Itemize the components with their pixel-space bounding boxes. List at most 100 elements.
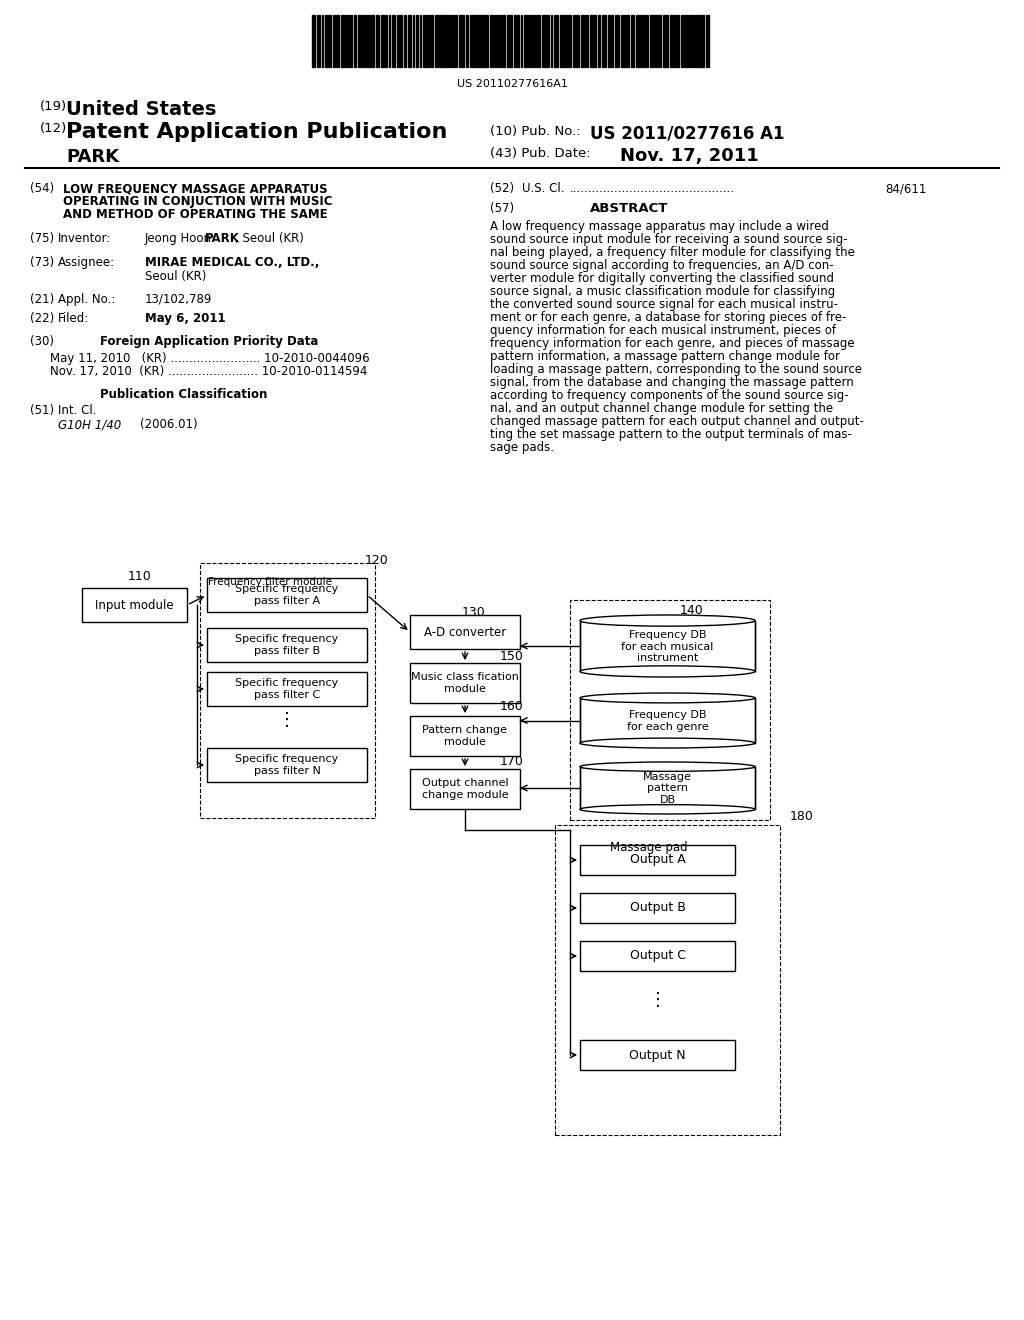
Bar bbox=[416, 15, 418, 67]
Text: A-D converter: A-D converter bbox=[424, 626, 506, 639]
Bar bbox=[490, 15, 492, 67]
Bar bbox=[563, 15, 566, 67]
Bar bbox=[544, 15, 547, 67]
Text: (51): (51) bbox=[30, 404, 54, 417]
Bar bbox=[517, 15, 519, 67]
Bar bbox=[354, 15, 356, 67]
Text: frequency information for each genre, and pieces of massage: frequency information for each genre, an… bbox=[490, 337, 855, 350]
Ellipse shape bbox=[580, 738, 755, 748]
Bar bbox=[627, 15, 629, 67]
Bar bbox=[410, 615, 520, 649]
Ellipse shape bbox=[580, 805, 755, 814]
Text: May 11, 2010   (KR) ........................ 10-2010-0044096: May 11, 2010 (KR) ......................… bbox=[50, 352, 370, 366]
Bar bbox=[459, 15, 461, 67]
Text: (75): (75) bbox=[30, 232, 54, 246]
Text: Output C: Output C bbox=[630, 949, 685, 962]
Text: (22): (22) bbox=[30, 312, 54, 325]
Text: Foreign Application Priority Data: Foreign Application Priority Data bbox=[100, 335, 318, 348]
Text: United States: United States bbox=[66, 100, 216, 119]
Bar bbox=[466, 15, 468, 67]
Text: Filed:: Filed: bbox=[58, 312, 89, 325]
Text: LOW FREQUENCY MASSAGE APPARATUS: LOW FREQUENCY MASSAGE APPARATUS bbox=[63, 182, 328, 195]
Bar bbox=[567, 15, 569, 67]
Bar bbox=[485, 15, 488, 67]
Text: U.S. Cl.: U.S. Cl. bbox=[522, 182, 564, 195]
Bar bbox=[666, 15, 668, 67]
Text: Specific frequency
pass filter N: Specific frequency pass filter N bbox=[236, 754, 339, 776]
Text: Input module: Input module bbox=[95, 598, 174, 611]
Text: Output B: Output B bbox=[630, 902, 685, 915]
Bar bbox=[590, 15, 593, 67]
Bar bbox=[663, 15, 665, 67]
Bar bbox=[474, 15, 476, 67]
Text: sound source signal according to frequencies, an A/D con-: sound source signal according to frequen… bbox=[490, 259, 834, 272]
Bar bbox=[372, 15, 374, 67]
Text: the converted sound source signal for each musical instru-: the converted sound source signal for ea… bbox=[490, 298, 838, 312]
Bar bbox=[367, 15, 369, 67]
Bar bbox=[538, 15, 540, 67]
Bar bbox=[575, 15, 577, 67]
Bar bbox=[594, 15, 596, 67]
Text: May 6, 2011: May 6, 2011 bbox=[145, 312, 225, 325]
Bar bbox=[431, 15, 433, 67]
Text: Specific frequency
pass filter B: Specific frequency pass filter B bbox=[236, 634, 339, 656]
Bar bbox=[580, 698, 755, 743]
Bar bbox=[404, 15, 406, 67]
Bar bbox=[392, 15, 395, 67]
Bar bbox=[691, 15, 693, 67]
Bar bbox=[481, 15, 484, 67]
Text: (52): (52) bbox=[490, 182, 514, 195]
Text: ............................................: ........................................… bbox=[570, 182, 735, 195]
Text: US 2011/0277616 A1: US 2011/0277616 A1 bbox=[590, 125, 784, 143]
Text: Int. Cl.: Int. Cl. bbox=[58, 404, 96, 417]
Text: according to frequency components of the sound source sig-: according to frequency components of the… bbox=[490, 389, 849, 403]
Bar bbox=[674, 15, 677, 67]
Bar bbox=[410, 663, 520, 704]
Text: sage pads.: sage pads. bbox=[490, 441, 554, 454]
Text: 13/102,789: 13/102,789 bbox=[145, 293, 212, 306]
Bar bbox=[580, 767, 755, 809]
Text: Nov. 17, 2010  (KR) ........................ 10-2010-0114594: Nov. 17, 2010 (KR) .....................… bbox=[50, 366, 368, 378]
Ellipse shape bbox=[580, 762, 755, 771]
Text: 150: 150 bbox=[500, 649, 524, 663]
Text: Frequency filter module: Frequency filter module bbox=[208, 577, 332, 587]
Text: Massage
pattern
DB: Massage pattern DB bbox=[643, 772, 692, 805]
Text: A low frequency massage apparatus may include a wired: A low frequency massage apparatus may in… bbox=[490, 220, 828, 234]
Text: 120: 120 bbox=[365, 554, 389, 568]
Text: Publication Classification: Publication Classification bbox=[100, 388, 267, 401]
Text: Massage pad: Massage pad bbox=[610, 841, 688, 854]
Text: (43) Pub. Date:: (43) Pub. Date: bbox=[490, 147, 591, 160]
Bar bbox=[624, 15, 626, 67]
Text: MIRAE MEDICAL CO., LTD.,: MIRAE MEDICAL CO., LTD., bbox=[145, 256, 319, 269]
Bar bbox=[608, 15, 610, 67]
Text: AND METHOD OF OPERATING THE SAME: AND METHOD OF OPERATING THE SAME bbox=[63, 209, 328, 220]
Bar bbox=[580, 941, 735, 972]
Bar bbox=[347, 15, 349, 67]
Text: 140: 140 bbox=[680, 605, 703, 616]
Bar bbox=[621, 15, 623, 67]
Text: source signal, a music classification module for classifying: source signal, a music classification mo… bbox=[490, 285, 836, 298]
Text: Inventor:: Inventor: bbox=[58, 232, 112, 246]
Bar bbox=[555, 825, 780, 1135]
Text: PARK: PARK bbox=[205, 232, 240, 246]
Bar bbox=[381, 15, 384, 67]
Bar bbox=[580, 845, 735, 875]
Bar bbox=[631, 15, 634, 67]
Text: ABSTRACT: ABSTRACT bbox=[590, 202, 669, 215]
Bar bbox=[400, 15, 402, 67]
Bar bbox=[611, 15, 613, 67]
Bar bbox=[528, 15, 530, 67]
Text: ting the set massage pattern to the output terminals of mas-: ting the set massage pattern to the outp… bbox=[490, 428, 852, 441]
Text: (12): (12) bbox=[40, 121, 68, 135]
Bar bbox=[341, 15, 344, 67]
Bar bbox=[477, 15, 480, 67]
Text: nal being played, a frequency filter module for classifying the: nal being played, a frequency filter mod… bbox=[490, 246, 855, 259]
Text: ment or for each genre, a database for storing pieces of fre-: ment or for each genre, a database for s… bbox=[490, 312, 847, 323]
Bar bbox=[702, 15, 705, 67]
Bar bbox=[410, 715, 520, 756]
Bar bbox=[560, 15, 562, 67]
Bar bbox=[207, 748, 367, 781]
Bar bbox=[685, 15, 688, 67]
Text: pattern information, a massage pattern change module for: pattern information, a massage pattern c… bbox=[490, 350, 840, 363]
Text: Frequency DB
for each musical
instrument: Frequency DB for each musical instrument bbox=[622, 630, 714, 663]
